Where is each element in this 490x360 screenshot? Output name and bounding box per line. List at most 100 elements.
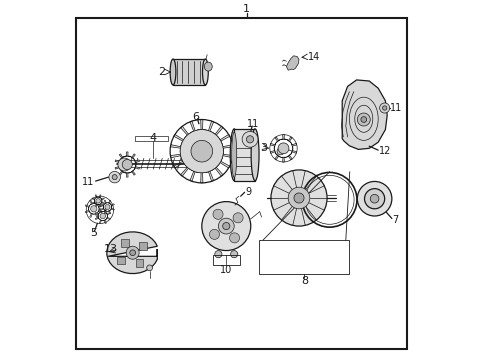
Polygon shape [104, 200, 107, 204]
Polygon shape [94, 200, 98, 205]
Polygon shape [270, 143, 276, 148]
Polygon shape [134, 159, 140, 165]
Polygon shape [107, 232, 157, 274]
Polygon shape [106, 216, 110, 220]
Circle shape [122, 159, 132, 170]
Circle shape [91, 206, 97, 212]
Polygon shape [124, 152, 130, 156]
Polygon shape [115, 159, 120, 165]
Polygon shape [124, 173, 130, 177]
Polygon shape [103, 208, 106, 213]
Polygon shape [90, 200, 94, 205]
Text: 14: 14 [308, 52, 320, 62]
Ellipse shape [170, 59, 176, 85]
Ellipse shape [251, 129, 259, 181]
Circle shape [215, 251, 222, 258]
Polygon shape [98, 205, 102, 209]
Circle shape [96, 199, 100, 203]
Text: 10: 10 [220, 265, 232, 275]
Circle shape [222, 222, 230, 230]
Polygon shape [171, 151, 181, 159]
Bar [121, 239, 129, 247]
Circle shape [294, 193, 304, 203]
Polygon shape [85, 205, 90, 209]
Text: 9: 9 [245, 186, 251, 197]
Text: 12: 12 [379, 146, 392, 156]
Bar [135, 136, 168, 141]
Polygon shape [98, 195, 101, 198]
Polygon shape [134, 165, 140, 170]
Circle shape [191, 140, 213, 162]
Polygon shape [198, 172, 205, 183]
Polygon shape [100, 204, 104, 207]
Polygon shape [99, 219, 103, 224]
Polygon shape [130, 154, 135, 159]
Text: 4: 4 [149, 132, 157, 143]
Text: 7: 7 [392, 215, 399, 225]
Text: 11: 11 [82, 177, 95, 187]
Polygon shape [291, 143, 297, 148]
Polygon shape [104, 210, 107, 214]
Text: 13: 13 [104, 244, 118, 254]
Polygon shape [190, 170, 198, 181]
Polygon shape [103, 219, 106, 224]
Polygon shape [287, 154, 292, 160]
Polygon shape [119, 170, 124, 175]
Polygon shape [219, 159, 230, 168]
Circle shape [288, 187, 310, 209]
Polygon shape [286, 56, 299, 70]
Circle shape [380, 103, 390, 113]
Circle shape [209, 229, 220, 239]
Polygon shape [190, 121, 198, 132]
Text: 5: 5 [90, 228, 98, 238]
Polygon shape [119, 154, 124, 159]
Polygon shape [222, 144, 233, 151]
Polygon shape [213, 165, 223, 176]
Circle shape [126, 246, 139, 259]
Polygon shape [275, 137, 281, 143]
Bar [117, 257, 125, 265]
Circle shape [277, 148, 284, 155]
Polygon shape [100, 207, 104, 210]
Circle shape [229, 233, 240, 243]
Bar [139, 242, 147, 249]
Polygon shape [205, 170, 214, 181]
Text: 2: 2 [158, 67, 165, 77]
Polygon shape [198, 120, 205, 130]
Ellipse shape [202, 59, 208, 85]
Circle shape [361, 117, 367, 122]
Polygon shape [174, 159, 185, 168]
Text: 8: 8 [301, 276, 308, 286]
Circle shape [147, 265, 152, 271]
Circle shape [219, 218, 234, 234]
Ellipse shape [204, 62, 212, 71]
Bar [213, 255, 240, 265]
Polygon shape [171, 144, 181, 151]
Text: 11: 11 [247, 119, 259, 129]
Circle shape [242, 131, 258, 147]
Circle shape [231, 251, 238, 258]
Polygon shape [99, 208, 103, 213]
Circle shape [278, 143, 289, 154]
Polygon shape [111, 204, 114, 207]
Ellipse shape [230, 129, 238, 181]
Circle shape [109, 171, 121, 183]
Polygon shape [95, 212, 99, 216]
Circle shape [365, 189, 385, 209]
Polygon shape [98, 209, 102, 213]
Polygon shape [181, 165, 191, 176]
Polygon shape [181, 126, 191, 137]
Polygon shape [95, 195, 98, 198]
Polygon shape [106, 212, 110, 216]
Polygon shape [95, 204, 98, 207]
Polygon shape [281, 157, 287, 162]
Polygon shape [92, 201, 96, 204]
Polygon shape [90, 213, 94, 217]
Circle shape [130, 250, 136, 256]
Text: 1: 1 [244, 4, 250, 14]
Polygon shape [107, 210, 111, 214]
Circle shape [112, 175, 117, 180]
Circle shape [383, 106, 387, 110]
Bar [173, 59, 205, 85]
Polygon shape [95, 216, 99, 220]
